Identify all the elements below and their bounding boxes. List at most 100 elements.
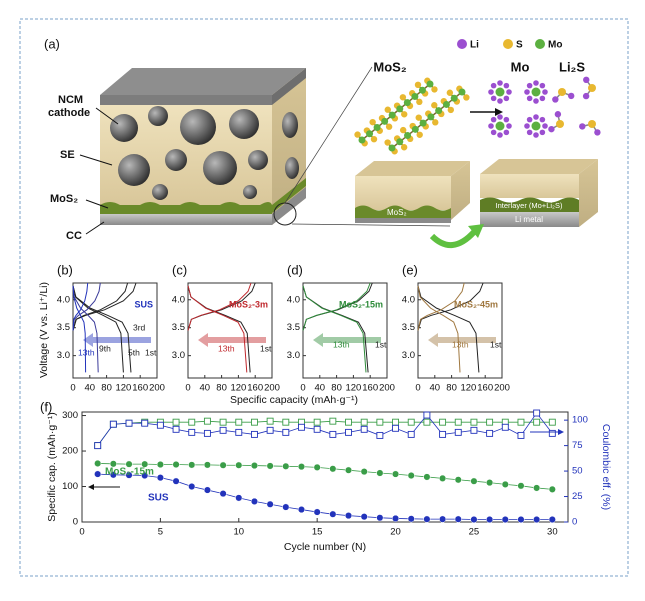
point	[486, 429, 494, 437]
point	[282, 418, 290, 426]
point	[470, 477, 478, 485]
x-tick-label: 160	[362, 383, 378, 394]
mos2-label: MoS₂	[50, 193, 78, 205]
y2-axis-label: Coulombic eff. (%)	[600, 424, 612, 510]
point	[125, 471, 133, 479]
atom-s	[556, 120, 564, 128]
point	[439, 430, 447, 438]
block-face	[480, 174, 579, 198]
voltage-curve	[417, 285, 480, 373]
se-label: SE	[60, 149, 75, 161]
atom-li	[594, 129, 601, 136]
atom-mo	[373, 124, 381, 132]
mos2-layer	[100, 178, 306, 213]
x-tick-label: 40	[200, 383, 211, 394]
point	[141, 419, 149, 427]
legend-label: Mo	[548, 40, 562, 51]
point	[454, 476, 462, 484]
atom-s	[431, 102, 438, 109]
atom-li	[524, 123, 530, 129]
atom-li	[503, 82, 510, 89]
atom-s	[401, 111, 408, 118]
x-tick-label: 200	[494, 383, 510, 394]
x-tick-label: 200	[264, 383, 280, 394]
atom-s	[416, 131, 423, 138]
block-top	[480, 159, 598, 174]
x-axis-label: Specific capacity (mAh·g⁻¹)	[230, 394, 358, 406]
point	[329, 510, 337, 518]
atom-li	[526, 116, 533, 123]
point	[109, 471, 117, 479]
point	[548, 418, 556, 426]
point	[313, 418, 321, 426]
product-label: Mo	[511, 59, 530, 74]
x-tick-label: 120	[345, 383, 361, 394]
atom-s	[414, 81, 422, 89]
point	[329, 417, 337, 425]
film-top	[355, 161, 470, 176]
point	[439, 474, 447, 482]
point	[203, 486, 211, 494]
point	[533, 484, 541, 492]
block-side	[579, 159, 598, 227]
atom-li	[539, 129, 546, 136]
atom-mo	[396, 105, 404, 113]
mos2-layer	[100, 205, 272, 214]
sample-label: MoS₂-3m	[229, 299, 268, 309]
point	[282, 428, 290, 436]
point	[407, 471, 415, 480]
point	[219, 461, 227, 469]
point	[486, 515, 494, 524]
point	[313, 463, 321, 471]
point	[360, 418, 368, 426]
point	[266, 462, 274, 470]
point	[454, 515, 462, 523]
cycle-label: 13th	[452, 339, 469, 349]
plot-frame	[302, 282, 388, 379]
atom-li	[490, 82, 497, 89]
plot-frame	[72, 282, 158, 379]
cycle-label: 1st	[490, 339, 502, 349]
atom-mo	[358, 136, 366, 144]
metal-label: Li metal	[515, 215, 543, 224]
atom-mo	[418, 86, 426, 94]
product-label: Li₂S	[559, 59, 585, 74]
point	[470, 426, 478, 434]
series-label: MoS₂-15m	[105, 467, 154, 478]
point	[156, 474, 164, 482]
atom-li	[488, 123, 494, 129]
y-tick-label: 4.0	[57, 294, 70, 305]
y-tick-label: 3.5	[57, 322, 70, 333]
x-tick-label: 0	[415, 383, 420, 394]
cathode-particles	[110, 106, 299, 200]
point	[392, 424, 399, 432]
voltage-curve	[72, 285, 87, 373]
sample-label: MoS₂-15m	[339, 299, 383, 309]
atom-li	[548, 125, 555, 133]
zoom-line	[284, 66, 373, 204]
point	[345, 418, 352, 426]
atom-li	[526, 95, 533, 102]
atom-li	[506, 89, 512, 95]
y-tick-label: 300	[62, 410, 78, 421]
point	[266, 426, 274, 434]
point	[376, 514, 384, 522]
y-tick-label: 3.0	[57, 350, 70, 361]
plot-frame	[81, 411, 569, 523]
cycle-label: 9th	[99, 343, 111, 353]
y-tick-label: 3.0	[172, 350, 185, 361]
y-tick-label: 3.5	[402, 322, 415, 333]
x-tick-label: 120	[230, 383, 246, 394]
voltage-curve	[417, 285, 461, 373]
film-side	[451, 161, 470, 220]
panel-label: (e)	[402, 262, 418, 277]
x-tick-label: 0	[79, 527, 84, 538]
point	[345, 428, 352, 436]
atom-li	[539, 116, 546, 123]
atom-li	[526, 82, 533, 89]
atom-s	[588, 120, 596, 128]
atom-s	[446, 89, 454, 96]
point	[282, 503, 290, 511]
